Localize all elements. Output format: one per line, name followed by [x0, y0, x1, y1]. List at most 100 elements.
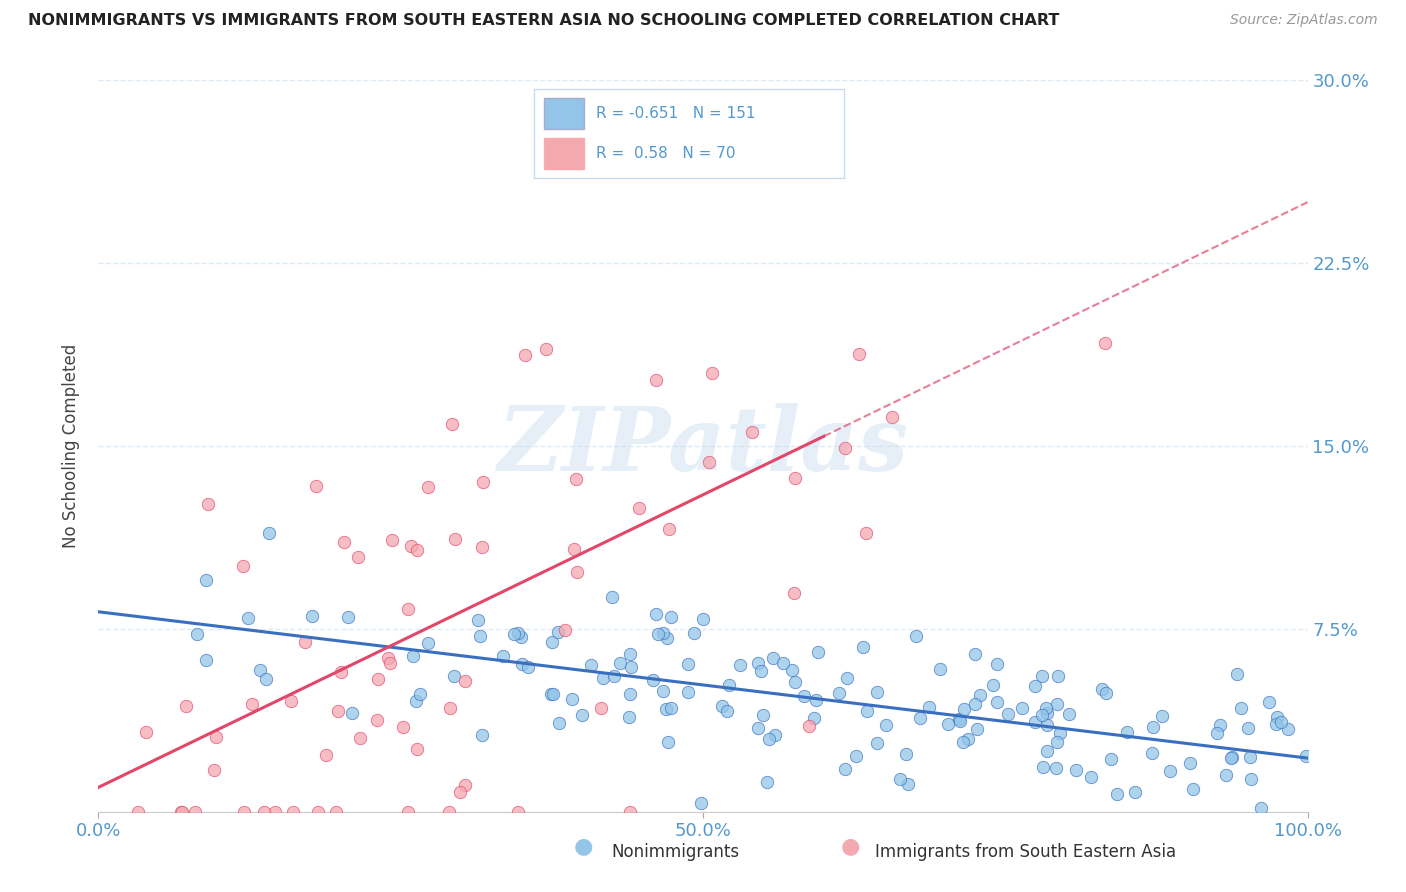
Point: [806, 692, 828, 706]
Point: [347, 550, 370, 565]
Point: [392, 720, 415, 734]
Point: [1094, 335, 1116, 350]
Point: [803, 711, 825, 725]
Point: [619, 647, 641, 661]
Point: [1205, 725, 1227, 739]
Point: [454, 778, 477, 792]
Point: [547, 625, 569, 640]
Point: [1230, 700, 1253, 714]
Point: [1239, 750, 1261, 764]
Point: [541, 635, 564, 649]
Point: [986, 695, 1008, 709]
Point: [1257, 695, 1279, 709]
Point: [952, 735, 974, 749]
Point: [628, 500, 651, 515]
Point: [828, 685, 851, 699]
Point: [602, 669, 624, 683]
Point: [337, 610, 360, 624]
Point: [852, 640, 875, 655]
Point: [848, 347, 870, 361]
Text: Immigrants from South Eastern Asia: Immigrants from South Eastern Asia: [875, 843, 1175, 861]
Point: [541, 686, 564, 700]
Point: [855, 704, 877, 718]
Point: [381, 533, 404, 547]
Point: [1046, 697, 1069, 711]
Point: [396, 602, 419, 616]
Point: [399, 540, 422, 554]
Point: [135, 725, 157, 739]
Point: [301, 608, 323, 623]
Point: [307, 805, 329, 819]
Text: Source: ZipAtlas.com: Source: ZipAtlas.com: [1230, 13, 1378, 28]
Point: [619, 687, 641, 701]
Point: [591, 700, 613, 714]
Point: [565, 472, 588, 486]
Point: [406, 543, 429, 558]
Point: [325, 805, 347, 819]
Point: [1095, 686, 1118, 700]
Point: [253, 805, 276, 819]
Point: [772, 656, 794, 670]
Point: [184, 805, 207, 819]
Point: [718, 678, 741, 692]
Point: [645, 607, 668, 621]
Point: [1123, 785, 1146, 799]
Point: [1277, 723, 1299, 737]
Point: [236, 611, 259, 625]
Point: [233, 805, 256, 819]
Point: [747, 721, 769, 735]
Point: [437, 805, 460, 819]
Point: [728, 657, 751, 672]
Point: [969, 688, 991, 702]
Point: [127, 805, 149, 819]
Point: [609, 656, 631, 670]
Text: ●: ●: [574, 836, 593, 855]
Point: [378, 656, 401, 670]
Point: [963, 697, 986, 711]
Point: [513, 348, 536, 362]
Point: [508, 626, 530, 640]
Point: [981, 677, 1004, 691]
Point: [948, 712, 970, 726]
Point: [315, 748, 337, 763]
Point: [510, 657, 533, 671]
Point: [678, 657, 700, 672]
Point: [855, 526, 877, 541]
Point: [503, 627, 526, 641]
Point: [1215, 767, 1237, 781]
Point: [186, 627, 208, 641]
Point: [1047, 669, 1070, 683]
Point: [929, 662, 952, 676]
Point: [659, 610, 682, 624]
Point: [1091, 681, 1114, 696]
Point: [402, 648, 425, 663]
Point: [762, 651, 785, 665]
Point: [716, 704, 738, 718]
Point: [782, 586, 804, 600]
Point: [1107, 787, 1129, 801]
Point: [905, 629, 928, 643]
Y-axis label: No Schooling Completed: No Schooling Completed: [62, 344, 80, 548]
Point: [1236, 721, 1258, 735]
Point: [439, 700, 461, 714]
Point: [763, 728, 786, 742]
Text: NONIMMIGRANTS VS IMMIGRANTS FROM SOUTH EASTERN ASIA NO SCHOOLING COMPLETED CORRE: NONIMMIGRANTS VS IMMIGRANTS FROM SOUTH E…: [28, 13, 1060, 29]
Point: [508, 805, 530, 819]
FancyBboxPatch shape: [544, 98, 583, 129]
Point: [561, 691, 583, 706]
Point: [966, 723, 988, 737]
Point: [1031, 669, 1053, 683]
Point: [1209, 717, 1232, 731]
Point: [174, 698, 197, 713]
Point: [797, 719, 820, 733]
Point: [571, 708, 593, 723]
Point: [444, 532, 467, 546]
Point: [416, 636, 439, 650]
Point: [592, 671, 614, 685]
Point: [835, 671, 858, 685]
Point: [1024, 679, 1046, 693]
Point: [880, 409, 903, 424]
Point: [1220, 750, 1243, 764]
Point: [793, 690, 815, 704]
Point: [1226, 667, 1249, 681]
